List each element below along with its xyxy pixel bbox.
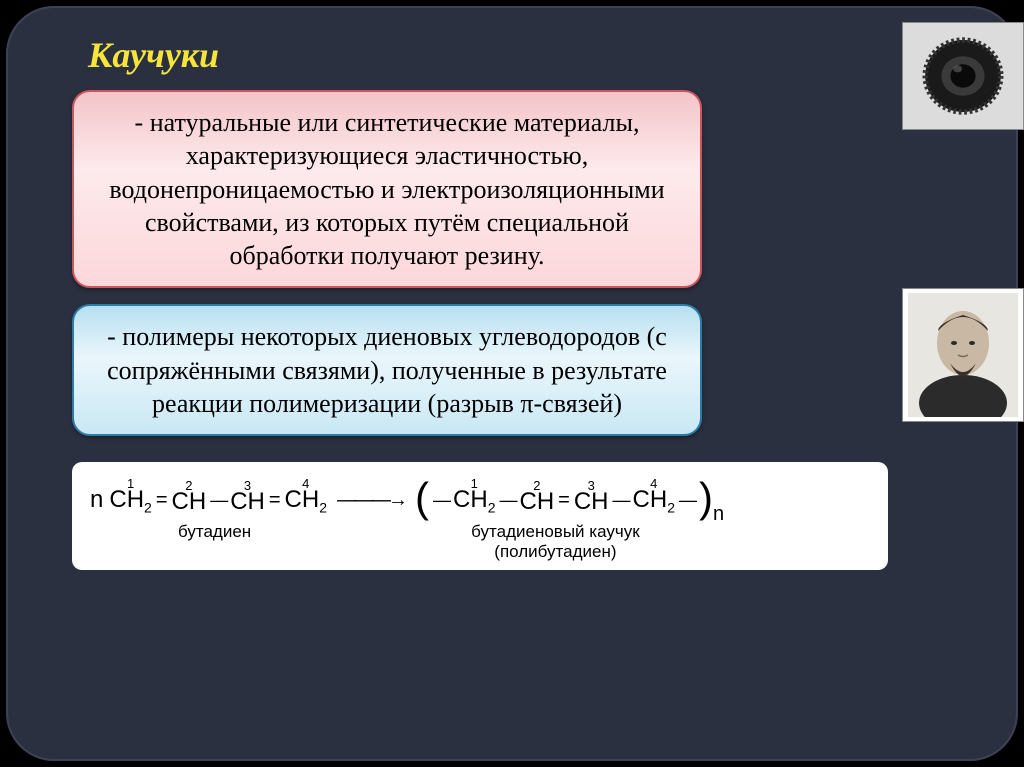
double-bond: = [154, 489, 170, 512]
product-name-line2: (полибутадиен) [494, 542, 616, 561]
scientist-portrait-icon [908, 293, 1018, 417]
formula-group: 3 CH [574, 479, 609, 514]
atom: CH [633, 486, 668, 513]
atom: CH [453, 486, 488, 513]
atom: CH [574, 488, 609, 515]
double-bond: = [556, 489, 572, 512]
subscript: 2 [667, 500, 675, 516]
formula-group: 1 CH2 [453, 477, 495, 514]
coefficient-n: n [90, 486, 103, 514]
bond-dash: — [431, 490, 451, 511]
formula-labels-row: бутадиен бутадиеновый каучук (полибутади… [90, 522, 870, 562]
subscript: 2 [319, 500, 327, 516]
formula-group: 2 CH [519, 479, 554, 514]
slide-title: Каучуки [88, 34, 988, 76]
atom: CH [519, 488, 554, 515]
atom: CH [285, 486, 320, 513]
single-bond: — [497, 490, 517, 511]
scientist-portrait-image [902, 288, 1024, 422]
definition-text-1: - натуральные или синтетические материал… [109, 108, 664, 270]
formula-group: 4 CH2 [285, 477, 327, 514]
formula-group: 2 CH [172, 479, 207, 514]
definition-text-2: - полимеры некоторых диеновых углеводоро… [107, 322, 667, 418]
product-name-line1: бутадиеновый каучук [471, 522, 639, 541]
chemical-formula-box: n 1 CH2 = 2 CH — 3 CH = 4 CH2 ———→ ( — [72, 462, 888, 570]
subscript: 2 [144, 500, 152, 516]
bond-dash: — [677, 490, 697, 511]
atom: CH [230, 488, 265, 515]
tire-icon [918, 31, 1008, 121]
slide-frame: Каучуки - натуральные или синтетические … [6, 6, 1018, 761]
atom: CH [172, 488, 207, 515]
single-bond: — [208, 490, 228, 511]
atom: CH [109, 486, 144, 513]
subscript: 2 [488, 500, 496, 516]
formula-group: 1 CH2 [109, 477, 151, 514]
formula-group: 3 CH [230, 479, 265, 514]
butadiene-label: бутадиен [178, 522, 251, 562]
reaction-arrow: ———→ [329, 489, 413, 512]
close-paren: ) [699, 474, 713, 522]
polybutadiene-label: бутадиеновый каучук (полибутадиен) [471, 522, 639, 562]
open-paren: ( [415, 474, 429, 522]
definition-box-pink: - натуральные или синтетические материал… [72, 90, 702, 288]
definition-box-blue: - полимеры некоторых диеновых углеводоро… [72, 304, 702, 436]
double-bond: = [267, 489, 283, 512]
subscript-n: n [713, 503, 724, 526]
formula-line: n 1 CH2 = 2 CH — 3 CH = 4 CH2 ———→ ( — [90, 472, 870, 520]
tire-image [902, 22, 1024, 130]
formula-group: 4 CH2 [633, 477, 675, 514]
single-bond: — [611, 490, 631, 511]
